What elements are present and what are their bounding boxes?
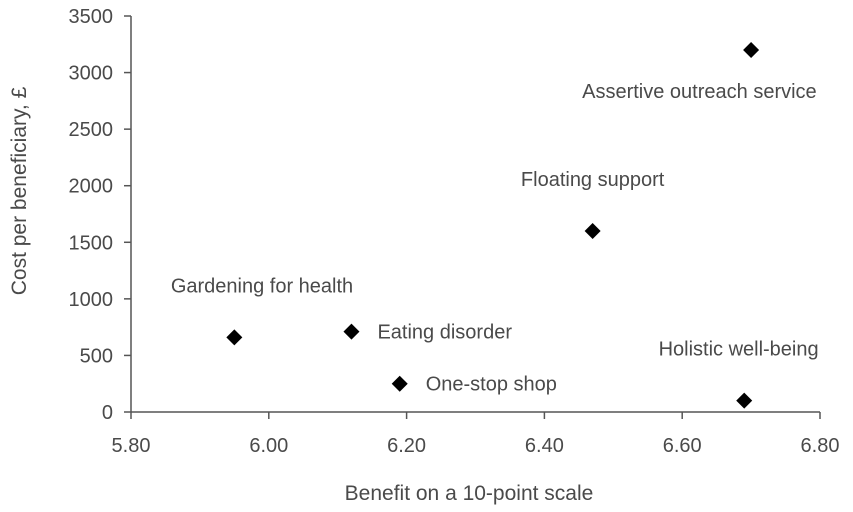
point-labels: Gardening for health Eating disorder One-s… bbox=[171, 81, 819, 396]
y-tick-label: 2500 bbox=[69, 119, 114, 141]
y-tick-label: 1500 bbox=[69, 232, 114, 254]
y-tick-label: 0 bbox=[102, 402, 113, 424]
y-axis-title: Cost per beneficiary, £ bbox=[8, 86, 31, 295]
x-tick-label: 5.80 bbox=[112, 435, 151, 457]
x-tick-label: 6.00 bbox=[249, 435, 288, 457]
x-tick-label: 6.40 bbox=[525, 435, 564, 457]
y-tick-label: 3500 bbox=[69, 6, 114, 28]
data-point bbox=[391, 375, 408, 392]
point-label: Eating disorder bbox=[377, 322, 512, 344]
axes bbox=[130, 16, 820, 413]
x-tick-label: 6.60 bbox=[663, 435, 702, 457]
point-label: Assertive outreach service bbox=[582, 81, 817, 103]
y-tick-label: 1000 bbox=[69, 289, 114, 311]
data-point bbox=[584, 222, 601, 239]
data-point bbox=[743, 41, 760, 58]
data-point bbox=[343, 323, 360, 340]
x-axis-title: Benefit on a 10-point scale bbox=[345, 482, 594, 505]
point-label: Floating support bbox=[521, 169, 665, 191]
data-point bbox=[226, 329, 243, 346]
y-tick-label: 500 bbox=[80, 345, 113, 367]
point-label: Gardening for health bbox=[171, 275, 353, 297]
point-label: One-stop shop bbox=[426, 374, 557, 396]
x-tick-label: 6.20 bbox=[387, 435, 426, 457]
y-tick-label: 2000 bbox=[69, 176, 114, 198]
data-points bbox=[226, 41, 760, 409]
y-tick-label: 3000 bbox=[69, 63, 114, 85]
point-label: Holistic well-being bbox=[659, 339, 819, 361]
x-tick-label: 6.80 bbox=[801, 435, 840, 457]
data-point bbox=[736, 392, 753, 409]
ticks: 0 500 1000 1500 2000 2500 3000 3500 5.80 6.00 6.20… bbox=[69, 6, 840, 457]
